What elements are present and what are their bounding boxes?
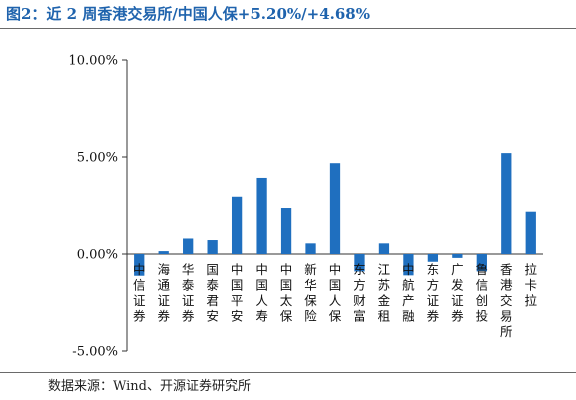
x-category-label: 江苏金租: [378, 262, 391, 324]
bar: [256, 177, 267, 254]
bottom-divider: [0, 372, 576, 373]
bar: [403, 254, 414, 276]
bar: [134, 254, 145, 276]
x-category-label: 中信证券: [133, 262, 146, 324]
bar-chart: -5.00%0.00%5.00%10.00%中信证券海通证券华泰证券国泰君安中国…: [68, 54, 543, 360]
bar: [329, 163, 341, 254]
x-category-label: 鲁信创投: [476, 262, 489, 324]
x-category-label: 中国平安: [231, 262, 244, 324]
bar: [231, 196, 243, 254]
bar: [378, 243, 390, 254]
x-category-label: 中航产融: [402, 262, 415, 324]
x-category-label: 香港交易所: [500, 262, 513, 339]
x-category-label: 中国人寿: [255, 262, 268, 324]
y-tick-label: 5.00%: [77, 151, 118, 166]
bar: [207, 240, 218, 254]
x-category-label: 广发证券: [451, 262, 464, 324]
bar: [427, 254, 439, 262]
bar: [525, 211, 536, 254]
bar: [452, 254, 463, 258]
x-category-label: 新华保险: [304, 262, 317, 324]
x-category-label: 拉卡拉: [525, 262, 538, 308]
x-category-label: 海通证券: [157, 262, 170, 324]
bar: [501, 153, 512, 254]
bar: [476, 254, 487, 272]
bar: [280, 208, 292, 254]
top-divider: [0, 28, 576, 29]
y-tick-label: 10.00%: [68, 54, 118, 69]
bar: [305, 243, 316, 254]
x-category-label: 东方证券: [427, 262, 440, 324]
y-tick-label: 0.00%: [77, 248, 118, 263]
x-category-label: 中国太保: [280, 262, 293, 324]
bar: [183, 238, 194, 254]
x-category-label: 中国人保: [329, 262, 342, 324]
bar: [354, 254, 365, 272]
x-category-label: 东方财富: [353, 262, 366, 324]
x-category-label: 华泰证券: [182, 262, 195, 324]
y-tick-label: -5.00%: [72, 345, 118, 360]
chart-title: 图2：近 2 周香港交易所/中国人保+5.20%/+4.68%: [6, 5, 370, 23]
x-category-label: 国泰君安: [206, 262, 219, 324]
bar: [158, 251, 169, 254]
source-note: 数据来源：Wind、开源证券研究所: [48, 379, 251, 394]
